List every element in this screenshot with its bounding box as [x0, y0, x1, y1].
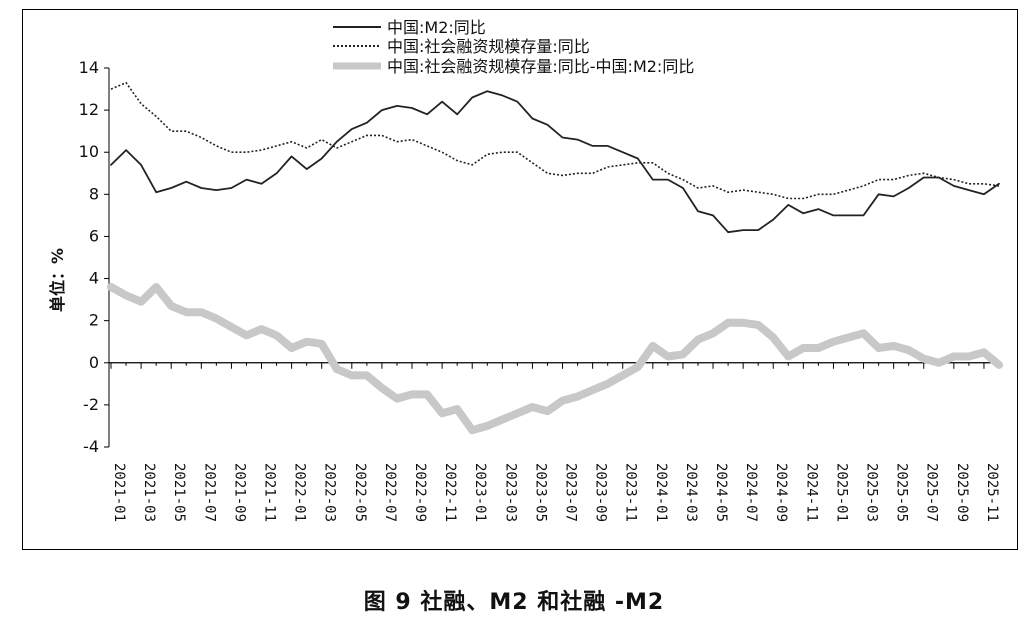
series-spread-line	[107, 283, 1003, 435]
y-tick-label: 6	[89, 226, 99, 245]
series-social-financing-line	[110, 81, 1000, 200]
y-tick-label: 14	[79, 58, 99, 77]
x-tick-label: 2022-03	[322, 463, 338, 522]
x-tick-label: 2024-03	[683, 463, 699, 522]
y-tick-label: 0	[89, 353, 99, 372]
x-tick-label: 2021-03	[141, 463, 157, 522]
x-tick-label: 2023-05	[532, 463, 548, 522]
x-tick-label: 2025-07	[924, 463, 940, 522]
x-tick-label: 2023-11	[623, 463, 639, 522]
y-axis-label: 单位：%	[48, 248, 67, 312]
x-tick-label: 2021-11	[262, 463, 278, 522]
x-tick-label: 2023-03	[502, 463, 518, 522]
x-tick-label: 2023-01	[472, 463, 488, 522]
x-tick-label: 2025-09	[954, 463, 970, 522]
legend: 中国:M2:同比 中国:社会融资规模存量:同比 中国:社会融资规模存量:同比-中…	[333, 18, 694, 76]
x-tick-label: 2023-07	[563, 463, 579, 522]
legend-label-spread: 中国:社会融资规模存量:同比-中国:M2:同比	[387, 57, 694, 76]
x-tick-label: 2024-01	[653, 463, 669, 522]
x-tick-label: 2025-11	[984, 463, 1000, 522]
x-tick-label: 2021-09	[231, 463, 247, 522]
y-tick-label: 12	[79, 100, 99, 119]
x-tick-label: 2021-05	[171, 463, 187, 522]
y-tick-label: -2	[83, 395, 99, 414]
axes: -4 -2 0 2 4 6 8 10 12 14 2021-01 2021-03 2021-05 2021…	[79, 58, 1001, 522]
series-m2-line	[110, 90, 1000, 234]
x-tick-label: 2022-09	[412, 463, 428, 522]
x-tick-label: 2024-09	[773, 463, 789, 522]
x-tick-label: 2021-01	[111, 463, 127, 522]
legend-label-m2: 中国:M2:同比	[387, 18, 486, 37]
y-tick-label: 2	[89, 311, 99, 330]
legend-label-social-financing: 中国:社会融资规模存量:同比	[387, 37, 590, 56]
y-tick-label: 4	[89, 269, 99, 288]
x-tick-label: 2021-07	[201, 463, 217, 522]
x-tick-label: 2024-07	[743, 463, 759, 522]
x-tick-label: 2025-05	[894, 463, 910, 522]
x-tick-label: 2022-05	[352, 463, 368, 522]
figure-caption: 图 9 社融、M2 和社融 -M2	[363, 590, 665, 615]
y-tick-label: -4	[83, 437, 99, 456]
x-tick-label: 2025-03	[864, 463, 880, 522]
y-tick-label: 8	[89, 184, 99, 203]
x-tick-label: 2024-05	[713, 463, 729, 522]
line-chart: -4 -2 0 2 4 6 8 10 12 14 2021-01 2021-03 2021-05 2021…	[48, 18, 1003, 522]
x-tick-label: 2022-11	[442, 463, 458, 522]
chart-frame: -4 -2 0 2 4 6 8 10 12 14 2021-01 2021-03 2021-05 2021…	[22, 9, 1018, 550]
x-tick-label: 2022-07	[382, 463, 398, 522]
x-tick-label: 2025-01	[833, 463, 849, 522]
x-tick-label: 2023-09	[593, 463, 609, 522]
x-tick-label: 2024-11	[803, 463, 819, 522]
y-tick-label: 10	[79, 142, 99, 161]
series-layer	[107, 81, 1003, 435]
x-tick-label: 2022-01	[292, 463, 308, 522]
